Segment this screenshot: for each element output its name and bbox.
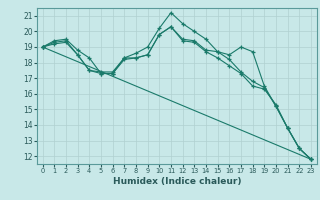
X-axis label: Humidex (Indice chaleur): Humidex (Indice chaleur) <box>113 177 241 186</box>
